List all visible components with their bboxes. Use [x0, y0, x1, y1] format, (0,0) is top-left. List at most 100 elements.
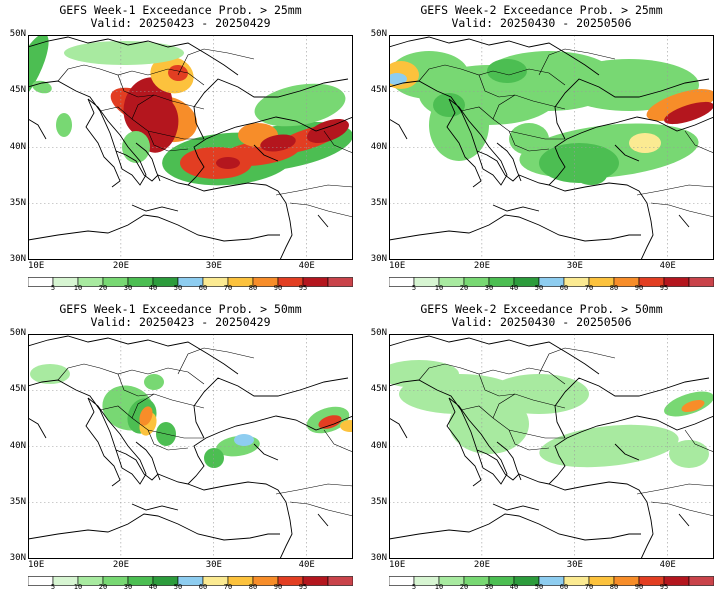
- color-bar-label: 30: [484, 284, 494, 292]
- grid-lines: [389, 35, 714, 260]
- color-bar-label: 95: [659, 583, 669, 591]
- map-panel-week2-25mm: GEFS Week-2 Exceedance Prob. > 25mm Vali…: [361, 0, 722, 299]
- shaded-region: [216, 157, 240, 169]
- panel-title: GEFS Week-1 Exceedance Prob. > 25mm: [59, 3, 302, 17]
- color-bar-label: 50: [534, 284, 544, 292]
- color-bar-label: 90: [273, 583, 283, 591]
- shaded-region: [433, 93, 465, 117]
- color-bar-label: 70: [584, 583, 594, 591]
- color-bar-label: 40: [509, 284, 519, 292]
- color-bar-label: 70: [223, 284, 233, 292]
- color-bar-label: 20: [98, 583, 108, 591]
- panel-subtitle: Valid: 20250430 - 20250506: [451, 16, 632, 30]
- longitude-label: 30E: [566, 560, 583, 570]
- map-panel-week2-50mm: GEFS Week-2 Exceedance Prob. > 50mm Vali…: [361, 299, 722, 598]
- color-bar-label: 80: [248, 583, 258, 591]
- shaded-region: [139, 406, 153, 426]
- shaded-region: [254, 83, 346, 127]
- color-bar-label: 5: [411, 583, 417, 591]
- color-bar-label: 80: [248, 284, 258, 292]
- latitude-label: 45N: [370, 85, 387, 96]
- latitude-label: 40N: [9, 440, 26, 451]
- panel-subtitle: Valid: 20250423 - 20250429: [90, 16, 271, 30]
- longitude-label: 20E: [112, 261, 130, 271]
- shaded-region: [340, 420, 353, 432]
- shaded-region: [389, 73, 407, 85]
- latitude-label: 30N: [370, 254, 387, 264]
- latitude-label: 50N: [9, 328, 26, 338]
- shaded-region: [64, 41, 184, 65]
- shaded-region: [489, 374, 589, 414]
- shaded-region: [559, 59, 699, 111]
- latitude-label: 35N: [370, 197, 387, 208]
- shaded-region: [575, 165, 607, 185]
- grid-lines: [28, 334, 353, 559]
- shaded-region: [629, 133, 661, 153]
- latitude-label: 35N: [9, 496, 26, 507]
- color-bar-label: 40: [509, 583, 519, 591]
- color-bar-label: 5: [50, 583, 56, 591]
- longitude-label: 20E: [112, 560, 130, 570]
- panel-subtitle: Valid: 20250430 - 20250506: [451, 315, 632, 329]
- panel-title: GEFS Week-2 Exceedance Prob. > 50mm: [420, 302, 663, 316]
- map-panel-week1-25mm: GEFS Week-1 Exceedance Prob. > 25mm Vali…: [0, 0, 361, 299]
- probability-map: [389, 334, 714, 559]
- shaded-region: [664, 101, 714, 125]
- color-bar: [27, 571, 354, 590]
- color-bar-swatch: [327, 576, 354, 586]
- longitude-label: 40E: [298, 560, 315, 570]
- longitude-label: 30E: [205, 261, 222, 271]
- longitude-label: 40E: [659, 560, 676, 570]
- shaded-region: [307, 118, 349, 144]
- map-frame: [28, 334, 353, 559]
- color-bar-label: 20: [98, 284, 108, 292]
- longitude-label: 10E: [389, 560, 406, 570]
- latitude-label: 30N: [9, 254, 26, 264]
- probability-shading: [28, 35, 353, 186]
- color-bar-label: 5: [50, 284, 56, 292]
- shaded-region: [32, 80, 52, 94]
- country-borders: [57, 48, 353, 218]
- color-bar-label: 10: [434, 583, 444, 591]
- shaded-region: [318, 415, 342, 429]
- color-bar-label: 95: [298, 583, 308, 591]
- latitude-label: 40N: [370, 440, 387, 451]
- color-bar-label: 20: [459, 583, 469, 591]
- country-borders: [418, 48, 714, 218]
- longitude-label: 30E: [566, 261, 583, 271]
- longitude-label: 10E: [28, 261, 45, 271]
- color-bar-swatch: [327, 277, 354, 287]
- latitude-label: 50N: [9, 29, 26, 39]
- longitude-label: 10E: [28, 560, 45, 570]
- longitude-label: 20E: [473, 261, 491, 271]
- probability-map: [28, 334, 353, 559]
- color-bar-label: 70: [584, 284, 594, 292]
- color-bar-label: 95: [298, 284, 308, 292]
- color-bar-label: 90: [273, 284, 283, 292]
- shaded-region: [669, 440, 709, 468]
- latitude-label: 30N: [9, 553, 26, 563]
- color-bar-label: 50: [534, 583, 544, 591]
- color-bar-label: 20: [459, 284, 469, 292]
- color-bar-label: 10: [73, 284, 83, 292]
- color-bar-label: 80: [609, 583, 619, 591]
- latitude-label: 30N: [370, 553, 387, 563]
- shaded-region: [30, 364, 70, 384]
- color-bar-swatch: [688, 576, 715, 586]
- shaded-region: [509, 123, 549, 155]
- color-bar-label: 95: [659, 284, 669, 292]
- map-frame: [389, 334, 714, 559]
- color-bar-label: 40: [148, 284, 158, 292]
- latitude-label: 45N: [370, 384, 387, 395]
- color-bar-label: 5: [411, 284, 417, 292]
- longitude-label: 40E: [659, 261, 676, 271]
- shaded-region: [681, 399, 705, 413]
- panel-title: GEFS Week-2 Exceedance Prob. > 25mm: [420, 3, 663, 17]
- color-bar-label: 40: [148, 583, 158, 591]
- panel-subtitle: Valid: 20250423 - 20250429: [90, 315, 271, 329]
- country-borders: [418, 347, 714, 517]
- shaded-region: [168, 64, 188, 82]
- color-bar-label: 60: [198, 583, 208, 591]
- coastlines: [28, 36, 353, 260]
- latitude-label: 40N: [370, 141, 387, 152]
